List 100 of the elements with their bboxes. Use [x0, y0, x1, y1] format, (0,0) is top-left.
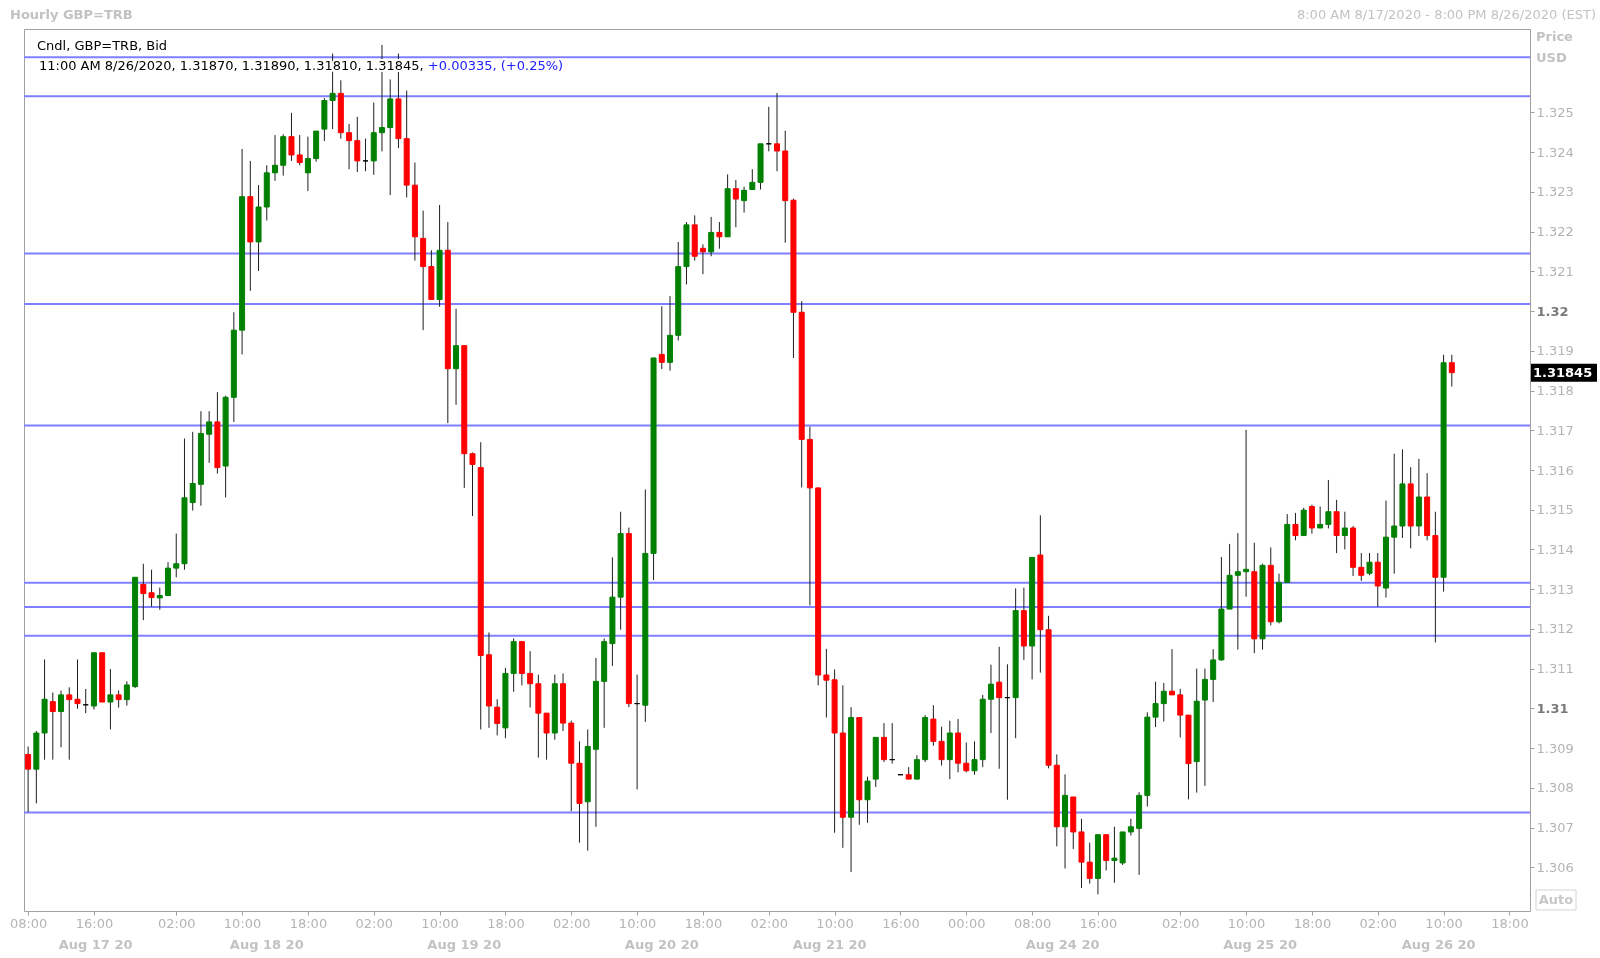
candlestick	[1201, 668, 1208, 787]
text: Aug 20 20	[624, 937, 699, 952]
chart-subtitle: 8:00 AM 8/17/2020 - 8:00 PM 8/26/2020 (EST)	[1296, 7, 1596, 22]
candlestick	[774, 92, 780, 172]
candlestick	[543, 712, 550, 761]
candlestick	[453, 308, 460, 406]
candlestick	[741, 186, 748, 214]
candlestick	[1448, 354, 1455, 388]
candlestick	[1391, 453, 1398, 575]
y-tick-label: 1.314	[1536, 541, 1574, 557]
x-tick-label: 08:00	[9, 915, 48, 931]
candlestick	[527, 650, 534, 709]
candlestick	[1358, 552, 1365, 582]
y-tick-label: 1.306	[1536, 859, 1574, 875]
y-tick-label: 1.308	[1536, 780, 1574, 796]
candlestick	[864, 776, 871, 824]
candlestick	[469, 452, 476, 517]
candlestick	[1210, 648, 1217, 703]
candlestick	[1160, 682, 1167, 722]
x-tick-label: 18:00	[487, 915, 525, 931]
candlestick	[749, 168, 756, 191]
x-tick-label: 18:00	[289, 915, 328, 931]
annotation: +0.00335, (+0.25%)	[427, 58, 564, 73]
x-tick-label: 18:00	[1491, 915, 1529, 931]
x-tick-label: 10:00	[421, 915, 459, 931]
candlestick	[913, 754, 920, 780]
candlestick	[1333, 499, 1340, 554]
text: 1.31845	[1533, 364, 1593, 380]
x-tick-label: 02:00	[553, 915, 591, 931]
x-tick-label: 18:00	[684, 915, 723, 931]
y-tick-label: 1.316	[1536, 462, 1574, 478]
y-tick-label: 1.313	[1536, 581, 1574, 597]
text: Aug 17 20	[58, 937, 133, 952]
candlestick	[987, 664, 994, 734]
candlestick	[1169, 648, 1176, 696]
candlestick	[1234, 532, 1241, 651]
y-tick-label: 1.315	[1536, 502, 1574, 518]
x-tick-label: 10:00	[1425, 915, 1463, 931]
candlestick	[74, 659, 81, 710]
x-tick-label: 16:00	[1079, 915, 1118, 931]
annotation: Cndl, GBP=TRB, Bid	[37, 38, 168, 53]
y-tick-label: 1.311	[1536, 661, 1574, 677]
text: Aug 26 20	[1401, 937, 1476, 952]
y-tick-label: 1.312	[1536, 621, 1574, 637]
text: Aug 25 20	[1223, 937, 1297, 952]
x-tick-label: 08:00	[1013, 915, 1052, 931]
x-tick-label: 02:00	[750, 915, 788, 931]
candlestick	[66, 686, 73, 761]
y-tick-label: 1.31	[1536, 700, 1569, 716]
candlestick	[304, 136, 311, 192]
y-tick-label: 1.317	[1536, 422, 1574, 438]
text: Aug 21 20	[792, 937, 867, 952]
text: Aug 19 20	[427, 937, 502, 952]
candlestick	[362, 138, 369, 172]
candlestick	[354, 116, 361, 173]
candlestick	[963, 742, 970, 773]
candlestick	[1086, 842, 1093, 885]
candlestick	[1317, 506, 1324, 529]
candlestick	[1366, 552, 1373, 576]
candlestick	[107, 668, 114, 730]
candlestick	[708, 216, 715, 257]
x-tick-label: 10:00	[618, 915, 657, 931]
x-tick-label: 10:00	[223, 915, 262, 931]
chart-title: Hourly GBP=TRB	[10, 7, 133, 22]
y-tick-label: 1.32	[1536, 303, 1569, 319]
candlestick	[1325, 479, 1332, 529]
candlestick	[288, 112, 295, 162]
candlestick	[716, 221, 723, 250]
x-tick-label: 02:00	[1359, 915, 1397, 931]
x-tick-label: 10:00	[1227, 915, 1266, 931]
text: Aug 18 20	[229, 937, 304, 952]
x-tick-label: 10:00	[816, 915, 854, 931]
candlestick	[140, 563, 147, 621]
y-tick-label: 1.325	[1536, 104, 1574, 120]
candlestick	[1341, 511, 1348, 550]
x-tick-label: 18:00	[1293, 915, 1332, 931]
candlestick	[25, 746, 32, 813]
y-axis-title: Price USD	[1536, 29, 1574, 65]
candlestick	[658, 305, 665, 370]
candlestick	[173, 533, 180, 578]
candlestick	[1152, 681, 1159, 728]
y-tick-label: 1.321	[1536, 263, 1574, 279]
candlestick	[148, 569, 155, 608]
candlestick	[1177, 688, 1184, 738]
candlestick	[1308, 504, 1315, 535]
candlestick	[346, 123, 353, 170]
y-tick-label: 1.322	[1536, 224, 1574, 240]
candlestick	[58, 690, 65, 748]
candlestick	[880, 722, 887, 763]
candlestick	[49, 691, 56, 761]
candlestick	[1292, 512, 1299, 541]
candlestick	[156, 587, 163, 611]
y-tick-label: 1.324	[1536, 144, 1574, 160]
x-tick-label: 02:00	[1162, 915, 1200, 931]
x-tick-label: 02:00	[355, 915, 393, 931]
candlestick	[123, 680, 130, 707]
candlestick	[699, 243, 706, 275]
y-tick-label: 1.323	[1536, 184, 1574, 200]
x-tick-label: 02:00	[158, 915, 196, 931]
candlestick	[1243, 429, 1250, 598]
